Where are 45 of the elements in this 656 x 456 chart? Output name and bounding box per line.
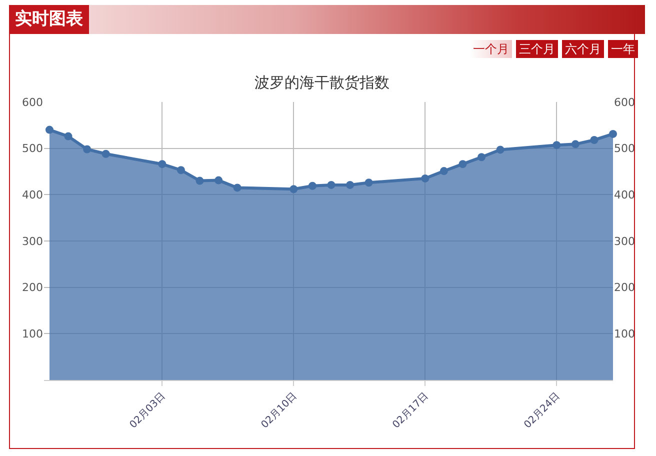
y-tick-label: 500 bbox=[22, 142, 43, 156]
x-tick-label: 02月10日 bbox=[259, 390, 300, 431]
y-tick-label: 200 bbox=[22, 281, 43, 294]
point bbox=[440, 167, 448, 176]
point bbox=[233, 184, 242, 192]
text: 六个月 bbox=[562, 40, 604, 58]
point bbox=[102, 150, 110, 158]
y2-tick-label: 400 bbox=[614, 188, 635, 202]
point bbox=[290, 185, 298, 194]
y2-tick-label: 300 bbox=[614, 234, 635, 248]
point bbox=[196, 176, 204, 185]
x-tick-label: 02月24日 bbox=[522, 390, 562, 431]
point bbox=[364, 178, 373, 187]
y2-tick-label: 200 bbox=[614, 281, 635, 294]
point bbox=[346, 180, 354, 189]
text: 三个月 bbox=[516, 40, 558, 58]
point bbox=[458, 160, 467, 168]
point bbox=[327, 180, 336, 189]
y-tick-label: 600 bbox=[22, 96, 43, 109]
point bbox=[496, 146, 504, 154]
text: 一个月 bbox=[470, 40, 512, 58]
point bbox=[571, 140, 580, 148]
text: 一年 bbox=[608, 40, 638, 58]
point bbox=[421, 174, 430, 182]
point bbox=[83, 145, 92, 154]
point bbox=[609, 130, 617, 138]
point bbox=[214, 176, 223, 184]
y-tick-label: 400 bbox=[22, 188, 43, 202]
point bbox=[308, 182, 316, 190]
y-tick-label: 300 bbox=[22, 234, 43, 248]
y2-tick-label: 500 bbox=[614, 142, 635, 156]
point bbox=[590, 136, 598, 144]
text: 实时图表 bbox=[9, 5, 89, 34]
point bbox=[552, 141, 561, 150]
y2-tick-label: 600 bbox=[614, 96, 635, 109]
point bbox=[64, 132, 72, 140]
point bbox=[158, 160, 166, 168]
y2-tick-label: 100 bbox=[614, 328, 635, 341]
chart-title: 波罗的海干散货指数 bbox=[254, 73, 390, 92]
y-tick-label: 100 bbox=[22, 328, 43, 341]
point bbox=[176, 166, 185, 174]
point bbox=[478, 153, 486, 162]
x-tick-label: 02月17日 bbox=[390, 390, 431, 431]
x-tick-label: 02月03日 bbox=[128, 390, 168, 431]
point bbox=[45, 126, 54, 134]
